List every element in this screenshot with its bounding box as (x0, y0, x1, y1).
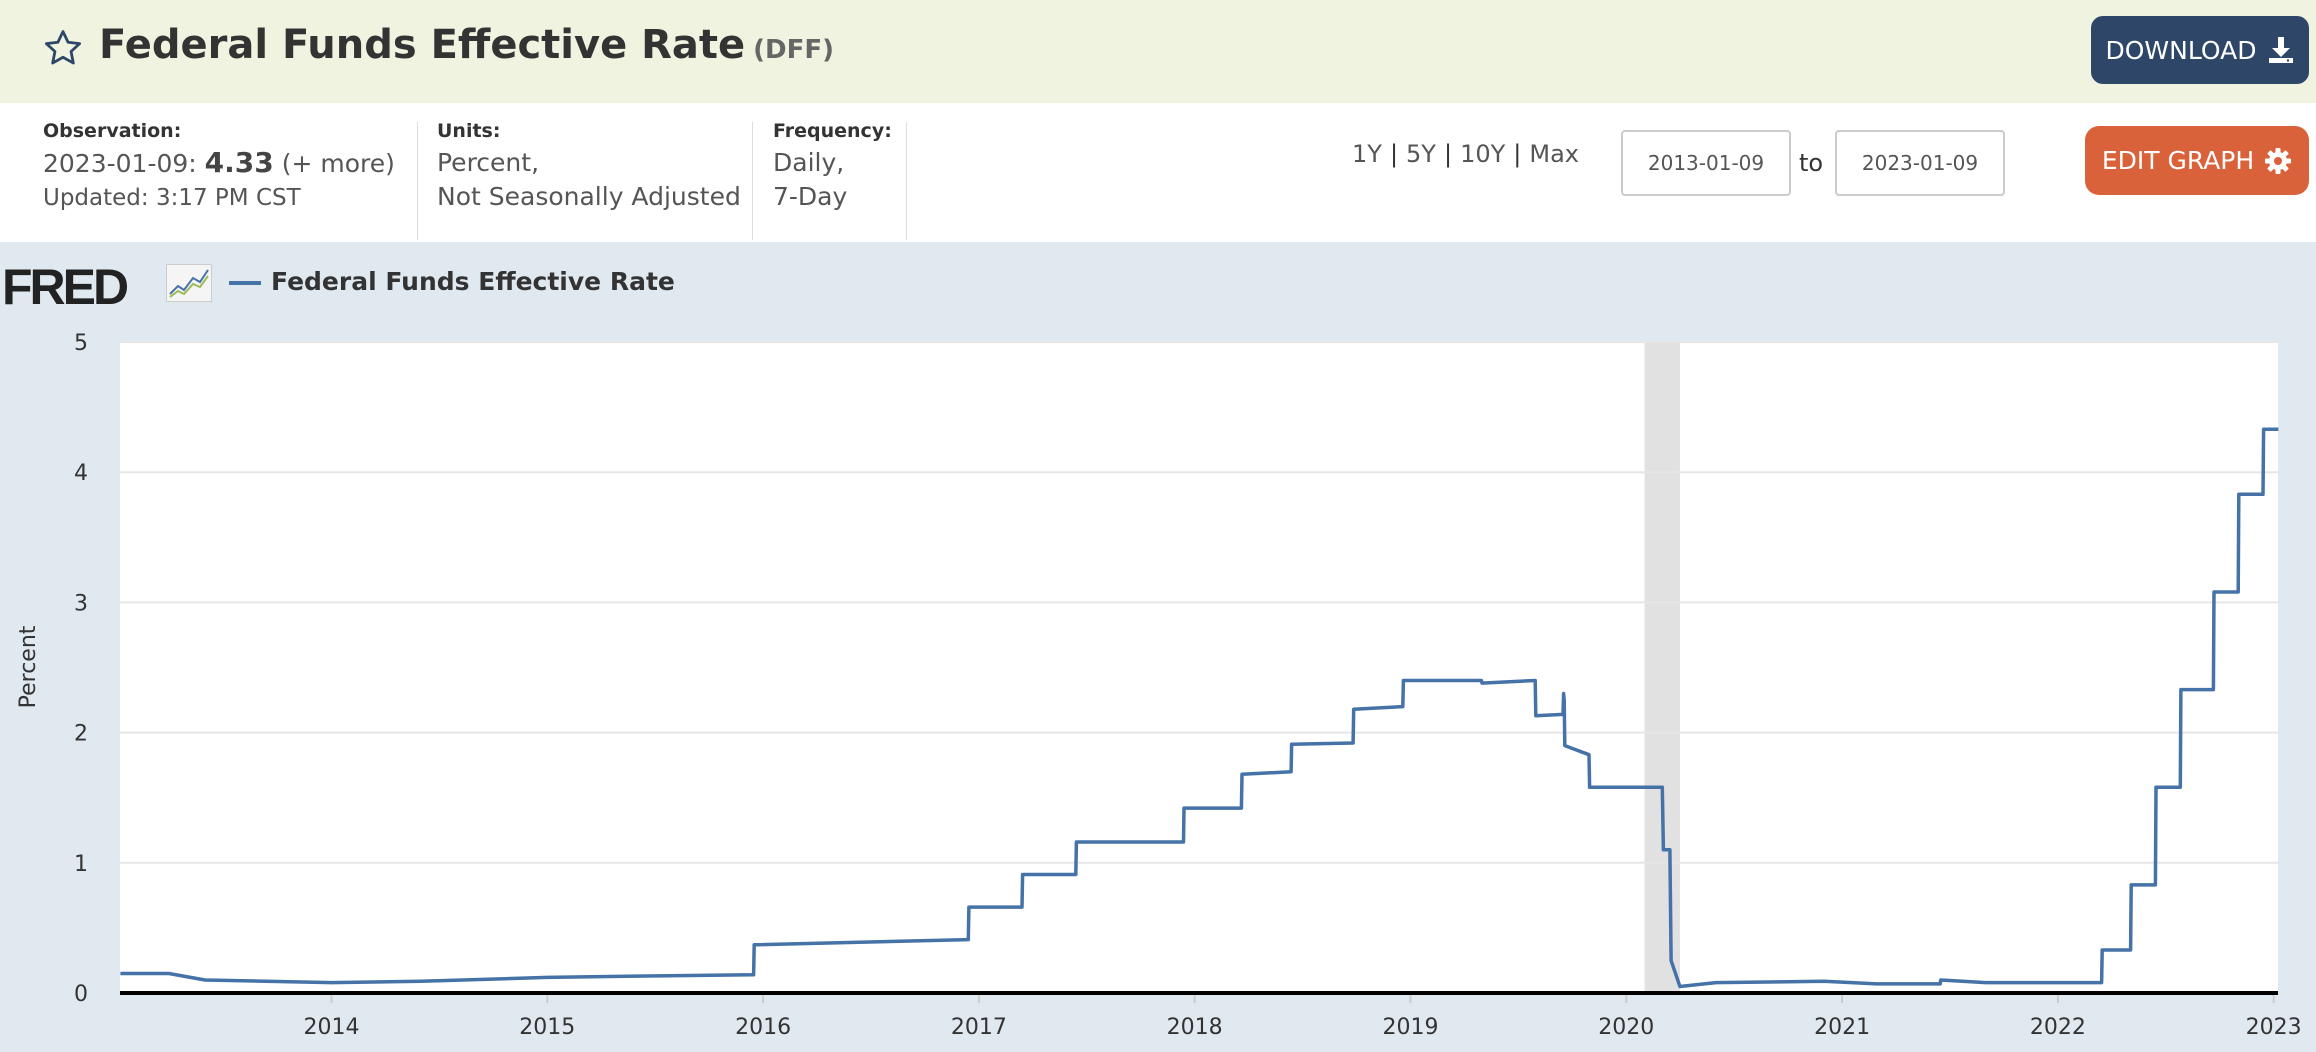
legend-label: Federal Funds Effective Rate (271, 267, 675, 296)
legend-swatch (229, 281, 261, 285)
more-observations-link[interactable]: (+ more) (281, 149, 395, 178)
x-tick-label: 2016 (735, 1015, 791, 1040)
x-tick-label: 2014 (303, 1015, 359, 1040)
gear-icon (2265, 147, 2292, 174)
x-tick-label: 2022 (2030, 1015, 2086, 1040)
y-tick-label: 3 (74, 591, 88, 616)
edit-graph-button[interactable]: EDIT GRAPH (2085, 126, 2309, 195)
divider (417, 122, 418, 240)
series-line (120, 427, 2279, 989)
plot-background (120, 342, 2278, 993)
range-1y[interactable]: 1Y (1352, 140, 1382, 168)
frequency-line2: 7-Day (773, 182, 848, 211)
page-title: Federal Funds Effective Rate (DFF) (99, 22, 834, 68)
x-tick-label: 2017 (951, 1015, 1007, 1040)
download-button[interactable]: DOWNLOAD (2091, 16, 2309, 84)
date-range-presets: 1Y | 5Y | 10Y | Max (1352, 140, 1579, 168)
range-5y[interactable]: 5Y (1406, 140, 1436, 168)
y-tick-label: 5 (74, 331, 88, 356)
divider (752, 122, 753, 240)
frequency-line1: Daily, (773, 148, 845, 177)
series-id: (DFF) (753, 35, 835, 65)
x-tick-label: 2023 (2246, 1015, 2302, 1040)
units-label: Units: (437, 120, 501, 142)
fred-logo: FRED (2, 259, 129, 315)
recession-shading (1644, 342, 1680, 993)
units-block: Units: Percent, Not Seasonally Adjusted (437, 120, 741, 214)
y-axis-title: Percent (16, 625, 41, 708)
observation-label: Observation: (43, 120, 182, 142)
x-tick-label: 2018 (1167, 1015, 1223, 1040)
y-tick-label: 2 (74, 722, 88, 747)
end-date-input[interactable] (1835, 130, 2005, 196)
observation-value: 4.33 (204, 146, 274, 179)
series-title: Federal Funds Effective Rate (99, 22, 746, 68)
download-icon (2269, 37, 2294, 63)
fred-chart-icon (166, 264, 212, 302)
observation-date: 2023-01-09: (43, 149, 197, 178)
x-tick-label: 2015 (519, 1015, 575, 1040)
updated-text: Updated: 3:17 PM CST (43, 185, 301, 211)
units-line2: Not Seasonally Adjusted (437, 182, 741, 211)
download-label: DOWNLOAD (2105, 35, 2257, 65)
range-max[interactable]: Max (1529, 140, 1579, 168)
frequency-label: Frequency: (773, 120, 892, 142)
range-10y[interactable]: 10Y (1460, 140, 1506, 168)
y-tick-label: 4 (74, 461, 88, 486)
units-line1: Percent, (437, 148, 540, 177)
y-tick-label: 0 (74, 982, 88, 1007)
x-tick-label: 2020 (1598, 1015, 1654, 1040)
observation-block: Observation: 2023-01-09: 4.33 (+ more) U… (43, 120, 395, 215)
x-tick-label: 2019 (1382, 1015, 1438, 1040)
y-tick-label: 1 (74, 852, 88, 877)
star-icon[interactable] (42, 27, 84, 69)
x-tick-label: 2021 (1814, 1015, 1870, 1040)
edit-graph-label: EDIT GRAPH (2101, 146, 2255, 175)
start-date-input[interactable] (1621, 130, 1791, 196)
divider (906, 122, 907, 240)
frequency-block: Frequency: Daily, 7-Day (773, 120, 892, 214)
to-label: to (1799, 149, 1824, 177)
title-bar: Federal Funds Effective Rate (DFF) DOWNLO… (0, 0, 2316, 103)
